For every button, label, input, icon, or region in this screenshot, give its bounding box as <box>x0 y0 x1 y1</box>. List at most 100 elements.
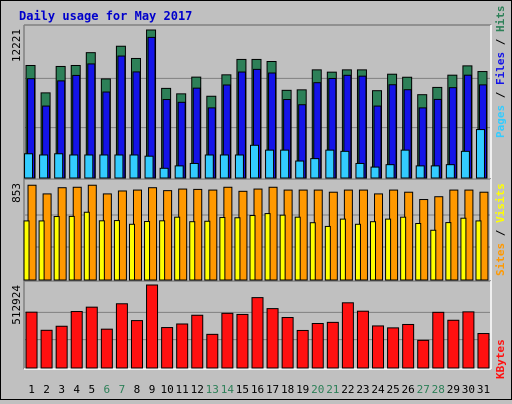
kbytes-bar-day-6 <box>100 328 113 369</box>
visits-bar-day-2 <box>38 220 45 281</box>
pages-bar-day-8 <box>129 154 139 179</box>
kbytes-bar-day-25 <box>387 327 400 369</box>
ymax-label-sites: 853 <box>10 183 23 203</box>
pages-bar-day-21 <box>325 149 335 179</box>
kbytes-bar-day-28 <box>432 311 445 369</box>
x-tick-day-29: 29 <box>447 383 460 396</box>
kbytes-bar-day-22 <box>341 302 354 369</box>
kbytes-bar-day-24 <box>372 325 385 369</box>
kbytes-bar-day-3 <box>55 325 68 369</box>
pages-bar-day-31 <box>475 129 485 179</box>
x-tick-day-5: 5 <box>88 383 95 396</box>
legend-pages: Pages <box>494 105 507 138</box>
kbytes-bar-day-30 <box>462 311 475 369</box>
visits-bar-day-30 <box>460 217 467 281</box>
visits-bar-day-17 <box>264 213 271 281</box>
legend-kbytes: KBytes <box>494 339 507 379</box>
kbytes-bar-day-31 <box>477 333 490 369</box>
visits-bar-day-29 <box>445 222 452 281</box>
visits-bar-day-11 <box>174 216 181 281</box>
kbytes-bar-day-17 <box>266 308 279 369</box>
pages-bar-day-6 <box>99 154 109 179</box>
visits-bar-day-13 <box>204 220 211 281</box>
visits-bar-day-12 <box>189 221 196 281</box>
visits-bar-day-1 <box>23 220 30 281</box>
x-tick-day-1: 1 <box>28 383 35 396</box>
pages-bar-day-10 <box>159 167 169 179</box>
pages-bar-day-29 <box>445 164 455 179</box>
visits-bar-day-9 <box>144 220 151 281</box>
chart-title: Daily usage for May 2017 <box>19 9 192 23</box>
kbytes-bar-day-21 <box>326 321 339 369</box>
x-tick-day-26: 26 <box>402 383 415 396</box>
kbytes-bar-day-14 <box>221 312 234 369</box>
x-tick-day-19: 19 <box>296 383 309 396</box>
x-tick-day-8: 8 <box>134 383 141 396</box>
x-tick-day-9: 9 <box>149 383 156 396</box>
x-tick-day-23: 23 <box>356 383 369 396</box>
kbytes-bar-day-19 <box>296 329 309 369</box>
kbytes-bar-day-26 <box>402 323 415 369</box>
pages-bar-day-11 <box>174 165 184 179</box>
ymax-label-hits: 12221 <box>10 29 23 62</box>
kbytes-bar-day-12 <box>191 314 204 369</box>
legend-sep: / <box>494 223 507 243</box>
legend-sep: / <box>494 85 507 105</box>
visits-bar-day-5 <box>83 211 90 281</box>
pages-bar-day-2 <box>39 154 49 179</box>
x-tick-day-12: 12 <box>191 383 204 396</box>
files-bar-day-10 <box>162 99 171 179</box>
legend-sep: / <box>494 32 507 52</box>
visits-bar-day-26 <box>400 216 407 281</box>
x-tick-day-6: 6 <box>104 383 111 396</box>
legend-files: Files <box>494 52 507 85</box>
kbytes-bar-day-7 <box>115 303 128 369</box>
visits-bar-day-3 <box>53 216 60 281</box>
pages-bar-day-23 <box>355 162 365 179</box>
visits-bar-day-4 <box>68 215 75 281</box>
kbytes-bar-day-15 <box>236 313 249 369</box>
kbytes-bar-day-9 <box>146 284 159 369</box>
legend-bot: KBytes <box>494 339 507 379</box>
x-tick-day-14: 14 <box>221 383 235 396</box>
files-bar-day-23 <box>358 75 367 179</box>
kbytes-bar-day-27 <box>417 339 430 369</box>
visits-bar-day-16 <box>249 215 256 281</box>
pages-bar-day-20 <box>310 158 320 179</box>
visits-bar-day-20 <box>309 222 316 281</box>
pages-bar-day-30 <box>460 150 470 179</box>
pages-bar-day-17 <box>265 149 275 179</box>
pages-bar-day-19 <box>295 160 305 179</box>
visits-bar-day-27 <box>415 223 422 281</box>
kbytes-bar-day-8 <box>130 320 143 369</box>
kbytes-bar-day-16 <box>251 297 264 369</box>
ymax-label-kbytes: 512924 <box>10 285 23 325</box>
kbytes-bar-day-4 <box>70 311 83 369</box>
x-tick-day-24: 24 <box>371 383 385 396</box>
legend-top: Pages / Files / Hits <box>494 6 507 139</box>
visits-bar-day-15 <box>234 217 241 281</box>
x-tick-day-30: 30 <box>462 383 475 396</box>
x-tick-day-3: 3 <box>58 383 65 396</box>
kbytes-bar-day-1 <box>25 311 38 369</box>
pages-bar-day-18 <box>280 149 290 179</box>
kbytes-bar-day-13 <box>206 333 219 369</box>
x-tick-day-10: 10 <box>160 383 173 396</box>
x-tick-day-21: 21 <box>326 383 339 396</box>
visits-bar-day-19 <box>294 216 301 281</box>
pages-bar-day-13 <box>204 154 214 179</box>
x-tick-day-22: 22 <box>341 383 354 396</box>
kbytes-bar-day-29 <box>447 319 460 369</box>
visits-bar-day-24 <box>370 221 377 281</box>
x-tick-day-18: 18 <box>281 383 294 396</box>
visits-bar-day-18 <box>279 214 286 281</box>
legend-visits: Visits <box>494 183 507 223</box>
pages-bar-day-27 <box>415 165 425 179</box>
pages-bar-day-15 <box>234 154 244 179</box>
pages-bar-day-24 <box>370 166 380 179</box>
x-tick-day-11: 11 <box>176 383 189 396</box>
visits-bar-day-10 <box>159 220 166 281</box>
pages-bar-day-4 <box>69 154 79 179</box>
kbytes-bar-day-23 <box>356 310 369 369</box>
